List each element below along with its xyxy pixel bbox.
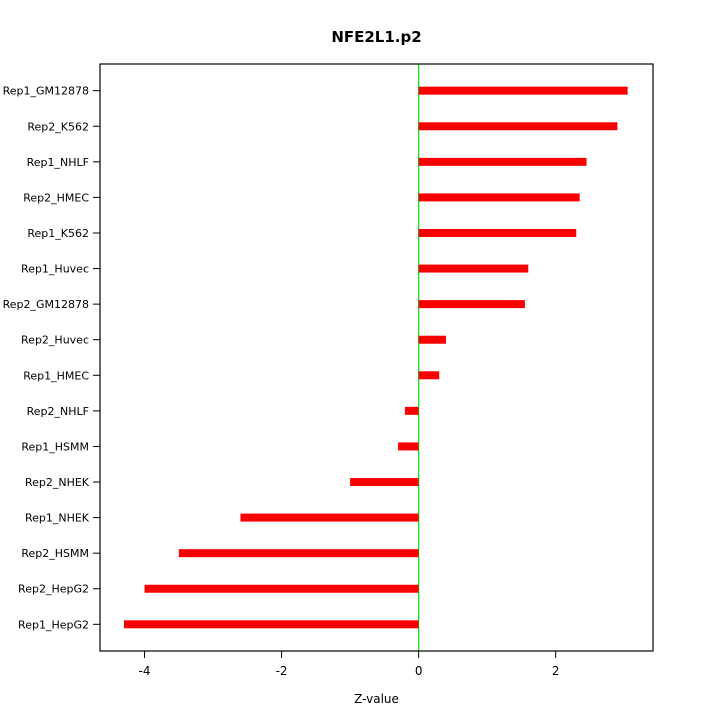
category-label: Rep1_NHLF [27,156,89,169]
x-tick-label: -4 [139,664,151,678]
category-label: Rep1_HMEC [23,369,89,382]
category-label: Rep2_NHLF [27,405,89,418]
category-label: Rep2_GM12878 [3,298,89,311]
category-label: Rep1_NHEK [25,512,90,525]
category-label: Rep2_HSMM [21,547,89,560]
category-label: Rep2_HMEC [23,191,89,204]
bar [418,193,580,202]
x-tick-label: -2 [276,664,288,678]
bar [398,442,419,451]
bar [178,549,419,558]
bar [418,86,628,95]
x-axis-label: Z-value [354,692,399,706]
category-label: Rep2_K562 [27,120,89,133]
bar [144,584,419,593]
category-label: Rep1_HSMM [21,440,89,453]
bar [418,122,618,131]
x-tick-label: 0 [415,664,423,678]
category-label: Rep2_NHEK [25,476,90,489]
category-label: Rep1_HepG2 [18,618,89,631]
bar [404,406,419,415]
bar [240,513,419,522]
category-label: Rep2_HepG2 [18,583,89,596]
category-label: Rep1_Huvec [21,263,89,276]
chart-title: NFE2L1.p2 [331,28,422,46]
category-label: Rep1_GM12878 [3,85,89,98]
bar [418,371,440,380]
plot-border [99,63,654,652]
bar [418,228,577,237]
category-label: Rep1_K562 [27,227,89,240]
x-tick-label: 2 [552,664,560,678]
category-label: Rep2_Huvec [21,334,89,347]
bar [418,335,447,344]
bar [350,478,419,487]
bar [418,300,525,309]
bar [418,264,529,273]
bar [418,157,587,166]
bar [123,620,419,629]
